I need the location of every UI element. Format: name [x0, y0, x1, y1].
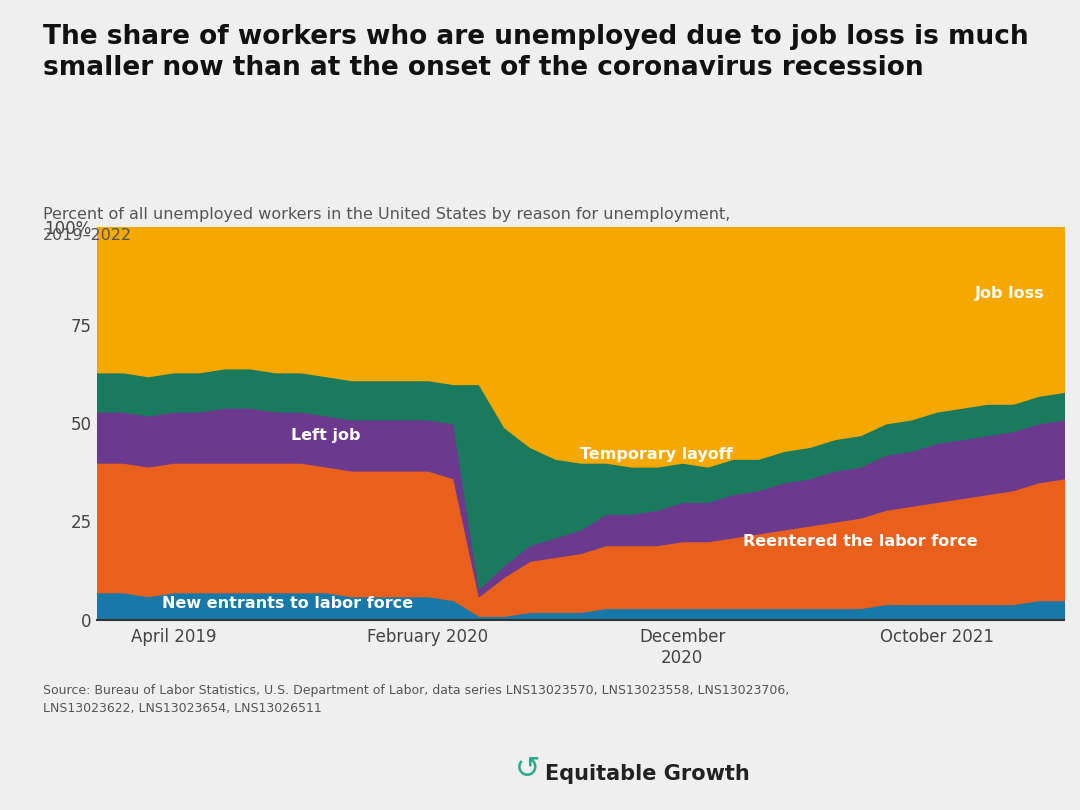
Text: The share of workers who are unemployed due to job loss is much
smaller now than: The share of workers who are unemployed … [43, 24, 1029, 81]
Text: ↺: ↺ [514, 755, 540, 784]
Text: New entrants to labor force: New entrants to labor force [162, 596, 414, 612]
Text: Left job: Left job [292, 428, 361, 442]
Text: Job loss: Job loss [975, 286, 1044, 301]
Text: Temporary layoff: Temporary layoff [580, 447, 733, 463]
Text: Reentered the labor force: Reentered the labor force [743, 534, 977, 548]
Text: Percent of all unemployed workers in the United States by reason for unemploymen: Percent of all unemployed workers in the… [43, 207, 730, 242]
Text: Equitable Growth: Equitable Growth [545, 764, 751, 784]
Text: Source: Bureau of Labor Statistics, U.S. Department of Labor, data series LNS130: Source: Bureau of Labor Statistics, U.S.… [43, 684, 789, 715]
